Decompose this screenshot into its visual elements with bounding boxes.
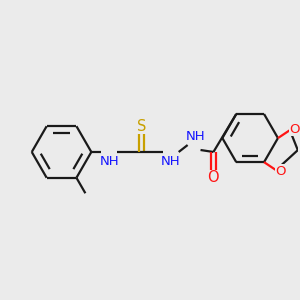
Text: O: O <box>290 123 300 136</box>
Text: NH: NH <box>161 155 181 168</box>
Text: O: O <box>208 170 219 185</box>
Text: NH: NH <box>186 130 206 142</box>
Text: O: O <box>276 165 286 178</box>
Text: NH: NH <box>99 155 119 168</box>
Text: S: S <box>137 119 147 134</box>
